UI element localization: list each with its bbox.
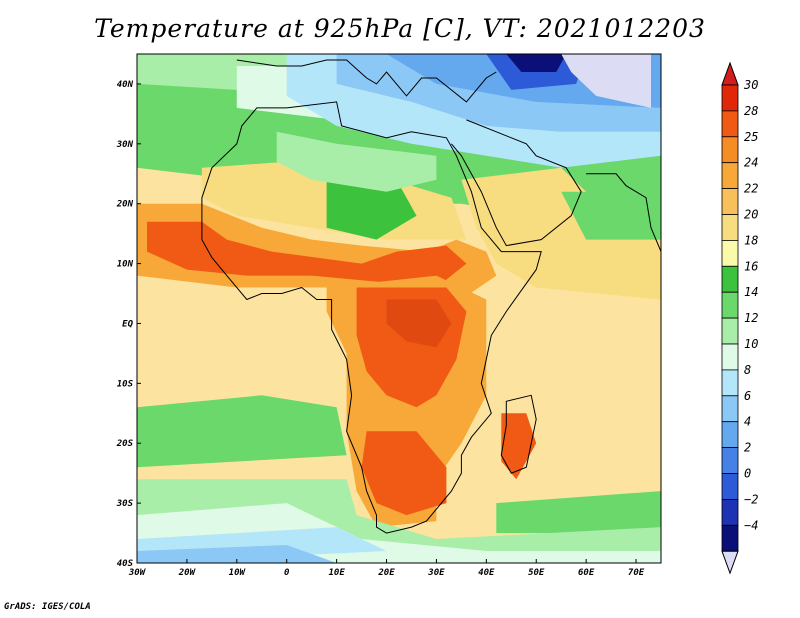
colorbar-label: 16 [744,259,758,273]
madagascar-coastline [500,394,537,474]
colorbar-swatch [721,369,739,397]
lat-tick-label: EQ [122,319,133,329]
lon-tick-label: 20E [377,568,395,578]
colorbar-label: −4 [744,518,758,532]
colorbar-swatch [721,110,739,138]
colorbar-swatch [721,498,739,526]
lon-tick-label: 50E [528,568,545,578]
region-arabian-sea-green [561,191,661,240]
lon-tick-label: 60E [578,568,595,578]
africa-coastline [201,101,542,534]
india-coastline [586,173,661,252]
temperature-field [137,54,661,563]
colorbar-label: 12 [744,311,758,325]
colorbar-swatch [721,447,739,474]
lon-tick-label: 10W [229,568,247,578]
colorbar-swatch [721,317,739,345]
colorbar-label: 25 [744,130,758,144]
region-sahara-pale-green [276,131,437,192]
region-central-africa-hotter [386,299,452,348]
arabia-coastline [451,119,582,247]
lat-tick-label: 40N [117,80,134,90]
colorbar-swatch [721,162,739,189]
lat-tick-label: 20N [116,200,134,210]
region-north-navy [506,54,567,72]
colorbar-label: 4 [744,415,751,429]
colorbar-label: 24 [744,156,758,170]
colorbar-bottom-triangle [721,550,739,575]
colorbar-swatch [721,239,739,267]
colorbar-label: 6 [744,389,751,403]
region-madagascar-hot [501,413,537,480]
lat-tick-label: 10N [117,260,134,270]
coastlines-and-borders [201,59,661,534]
lat-tick-label: 40S [117,559,134,569]
region-south-green-east [496,491,661,534]
colorbar-swatch [721,265,739,293]
region-west-africa-hot [147,221,467,288]
colorbar-label: 30 [743,78,758,92]
colorbar-swatch [721,84,739,112]
colorbar-label: 10 [744,337,758,351]
region-sahara-green-core [326,179,417,240]
colorbar-swatch [721,214,739,241]
grads-credit: GrADS: IGES/COLA [4,602,91,612]
colorbar-swatch [721,524,739,552]
region-north-cold-lilac [561,54,651,108]
region-south-green [137,395,347,468]
lon-tick-label: 30E [427,568,445,578]
region-south-blue [137,545,337,563]
colorbar-label: −2 [744,492,758,506]
colorbar-swatch [721,188,739,215]
colorbar-label: 2 [744,441,751,455]
lon-tick-label: 30W [128,568,147,578]
map-title: Temperature at 925hPa [C], VT: 202101220… [94,14,706,43]
colorbar-label: 28 [744,104,758,118]
colorbar-swatch [721,395,739,423]
colorbar-label: 14 [744,285,758,299]
map-frame [136,53,662,564]
colorbar-label: 8 [744,363,751,377]
europe-coastline [236,59,497,103]
lat-tick-label: 10S [117,379,134,389]
lat-tick-label: 30S [116,499,134,509]
colorbar-swatch [721,473,739,500]
lon-tick-label: 40E [478,568,495,578]
lat-tick-label: 30N [116,140,134,150]
colorbar-swatch [721,136,739,164]
lat-tick-label: 20S [116,439,134,449]
region-south-africa-hot [361,431,447,516]
colorbar-label: 22 [744,182,758,196]
axis-ticks: 30W 20W 10W 0 10E 20E 30E 40E 50E 60E 70E 40N 30N 20N… [116,80,645,578]
lon-tick-label: 10E [328,568,345,578]
colorbar-top-triangle [721,61,739,86]
colorbar-label: 20 [744,208,758,222]
lon-tick-label: 20W [178,568,197,578]
lon-tick-label: 0 [284,568,290,578]
colorbar-label: 18 [744,233,758,247]
colorbar-swatch [721,291,739,319]
colorbar-label: 0 [744,467,751,481]
colorbar-swatch [721,343,739,371]
colorbar-swatch [721,421,739,449]
lon-tick-label: 70E [628,568,645,578]
